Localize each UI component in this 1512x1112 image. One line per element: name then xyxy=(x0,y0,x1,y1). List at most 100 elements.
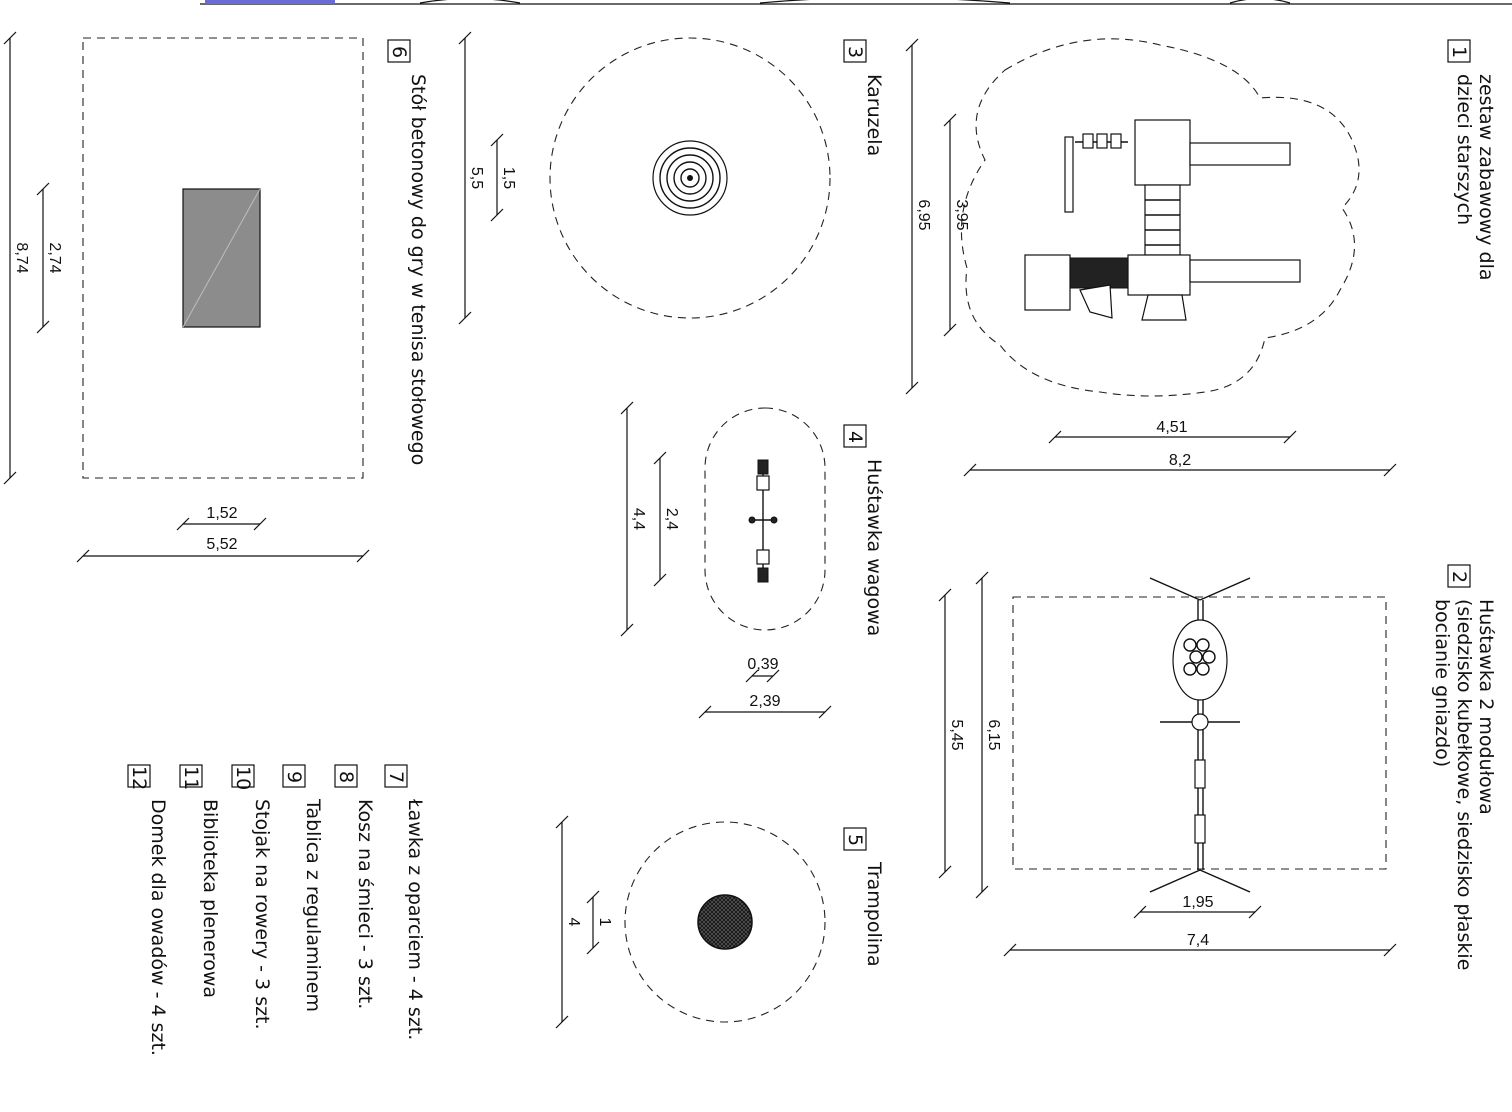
item-4-number: 4 xyxy=(844,431,866,443)
item-4-dim-value-3: 2,4 xyxy=(663,508,680,530)
item-2-dim-6-15: 6,15 xyxy=(975,571,1002,899)
item-3-label: 3 Karuzela xyxy=(843,39,885,156)
item-2-dim-5-45: 5,45 xyxy=(938,588,965,879)
legend-label: Stojak na rowery - 3 szt. xyxy=(251,799,273,1030)
legend-label: Biblioteka plenerowa xyxy=(199,799,221,998)
item-1-number: 1 xyxy=(1448,46,1470,58)
item-3-dim-1-5: 1,5 xyxy=(490,133,517,222)
item-4-dim-value-2: 2,39 xyxy=(749,693,780,710)
item-4-number-box xyxy=(843,424,867,448)
legend-item-9: 9 Tablica z regulaminem xyxy=(282,764,324,1012)
item-5-trampoline-icon xyxy=(697,894,753,950)
item-5-trampoline-group: 5 Trampolina 1 4 xyxy=(555,815,885,1029)
item-6-dim-5-52: 5,52 xyxy=(76,536,370,563)
item-1-dim-3-95: 3,95 xyxy=(943,113,970,337)
legend-label: Tablica z regulaminem xyxy=(302,798,324,1012)
item-4-dim-value-4: 4,4 xyxy=(630,508,647,530)
item-2-dim-1-95: 1,95 xyxy=(1133,894,1262,919)
item-4-dim-value-1: 0,39 xyxy=(747,656,778,673)
legend-list: 7 Ławka z oparciem - 4 szt. 8 Kosz na śm… xyxy=(127,764,426,1056)
item-1-dim-value-3: 3,95 xyxy=(953,199,970,230)
legend-item-10: 10 Stojak na rowery - 3 szt. xyxy=(231,764,273,1030)
item-6-table-group: 6 Stół betonowy do gry w tenisa stołoweg… xyxy=(3,31,429,563)
item-1-dim-value-1: 4,51 xyxy=(1156,419,1187,436)
item-3-number: 3 xyxy=(844,46,866,58)
item-5-dim-value-1: 1 xyxy=(596,918,613,927)
item-3-carousel-icon xyxy=(652,140,728,216)
item-5-label: 5 Trampolina xyxy=(843,827,885,967)
item-6-dim-value-2: 5,52 xyxy=(206,536,237,553)
item-5-number: 5 xyxy=(844,834,866,846)
item-3-dim-value-1: 1,5 xyxy=(500,167,517,189)
legend-number: 7 xyxy=(385,771,407,783)
item-6-number-box xyxy=(387,39,411,63)
item-4-seesaw-group: 4 Huśtawka wagowa 0,39 2,39 xyxy=(620,401,885,719)
legend-label: Ławka z oparciem - 4 szt. xyxy=(404,798,426,1040)
item-6-dim-value-3: 2,74 xyxy=(46,242,63,273)
item-4-label: 4 Huśtawka wagowa xyxy=(843,424,885,636)
item-1-dim-6-95: 6,95 xyxy=(905,38,932,395)
item-1-label-line1: zestaw zabawowy dla xyxy=(1475,74,1497,281)
item-2-label-line1: Huśtawka 2 modułowa xyxy=(1475,599,1497,815)
legend-number: 12 xyxy=(128,766,150,790)
legend-number: 10 xyxy=(232,766,254,790)
item-1-dim-value-2: 8,2 xyxy=(1169,452,1191,469)
item-1-dim-4-51: 4,51 xyxy=(1048,419,1297,444)
item-2-dim-7-4: 7,4 xyxy=(1003,932,1397,957)
item-5-dim-value-2: 4 xyxy=(565,918,582,927)
legend-item-11: 11 Biblioteka plenerowa xyxy=(179,764,221,998)
item-2-dim-value-4: 5,45 xyxy=(948,719,965,750)
legend-number: 9 xyxy=(283,771,305,783)
item-4-dim-0-39: 0,39 xyxy=(745,656,780,683)
item-2-number-box xyxy=(1447,564,1471,588)
item-1-label-line2: dzieci starszych xyxy=(1453,74,1475,225)
item-2-label-line3: bocianie gniazdo) xyxy=(1431,599,1453,767)
item-6-dim-value-4: 8,74 xyxy=(13,242,30,273)
item-3-number-box xyxy=(843,39,867,63)
item-6-label: 6 Stół betonowy do gry w tenisa stołoweg… xyxy=(387,39,429,465)
legend-number: 11 xyxy=(180,766,202,790)
legend-item-7: 7 Ławka z oparciem - 4 szt. xyxy=(384,764,426,1040)
item-2-number: 2 xyxy=(1448,571,1470,583)
top-border xyxy=(200,0,1512,5)
item-5-number-box xyxy=(843,827,867,851)
item-6-dim-1-52: 1,52 xyxy=(176,505,267,531)
item-3-label-text: Karuzela xyxy=(863,74,885,156)
legend-label: Domek dla owadów - 4 szt. xyxy=(147,799,169,1056)
item-2-dim-value-1: 1,95 xyxy=(1182,894,1213,911)
legend-number: 8 xyxy=(335,771,357,783)
item-6-table-icon xyxy=(182,188,261,328)
item-1-number-box xyxy=(1447,39,1471,63)
item-2-label-line2: (siedzisko kubełkowe, siedzisko płaskie xyxy=(1453,599,1475,970)
item-4-label-text: Huśtawka wagowa xyxy=(863,459,885,636)
item-6-safety-zone xyxy=(82,37,364,479)
item-2-dim-value-3: 6,15 xyxy=(985,719,1002,750)
item-1-playset-group: 1 zestaw zabawowy dla dzieci starszych xyxy=(905,38,1497,477)
item-4-dim-2-4: 2,4 xyxy=(653,451,680,587)
item-2-label: 2 Huśtawka 2 modułowa (siedzisko kubełko… xyxy=(1431,564,1497,970)
item-2-swing-group: 2 Huśtawka 2 modułowa (siedzisko kubełko… xyxy=(938,564,1497,970)
item-3-carousel-group: 3 Karuzela 1,5 5,5 xyxy=(458,31,885,325)
item-3-safety-zone xyxy=(549,37,831,319)
item-5-label-text: Trampolina xyxy=(863,861,885,967)
item-5-safety-zone xyxy=(624,821,826,1023)
item-4-safety-zone xyxy=(704,407,826,631)
item-6-dim-value-1: 1,52 xyxy=(206,505,237,522)
item-1-dim-value-4: 6,95 xyxy=(915,199,932,230)
item-6-dim-8-74: 8,74 xyxy=(3,31,30,485)
legend-item-8: 8 Kosz na śmieci - 3 szt. xyxy=(334,764,376,1009)
item-5-dim-1: 1 xyxy=(586,890,613,955)
item-2-dim-value-2: 7,4 xyxy=(1187,932,1209,949)
item-4-dim-2-39: 2,39 xyxy=(698,693,832,719)
item-2-safety-zone xyxy=(1012,596,1387,870)
item-4-dim-4-4: 4,4 xyxy=(620,401,647,637)
item-3-dim-value-2: 5,5 xyxy=(468,167,485,189)
item-6-number: 6 xyxy=(388,46,410,58)
item-1-label: 1 zestaw zabawowy dla dzieci starszych xyxy=(1447,39,1497,281)
item-2-swing-icon xyxy=(1149,577,1251,893)
item-6-dim-2-74: 2,74 xyxy=(36,182,63,334)
item-1-playset-icon xyxy=(1024,119,1301,321)
item-3-dim-5-5: 5,5 xyxy=(458,31,485,325)
item-4-seesaw-icon xyxy=(748,459,778,583)
